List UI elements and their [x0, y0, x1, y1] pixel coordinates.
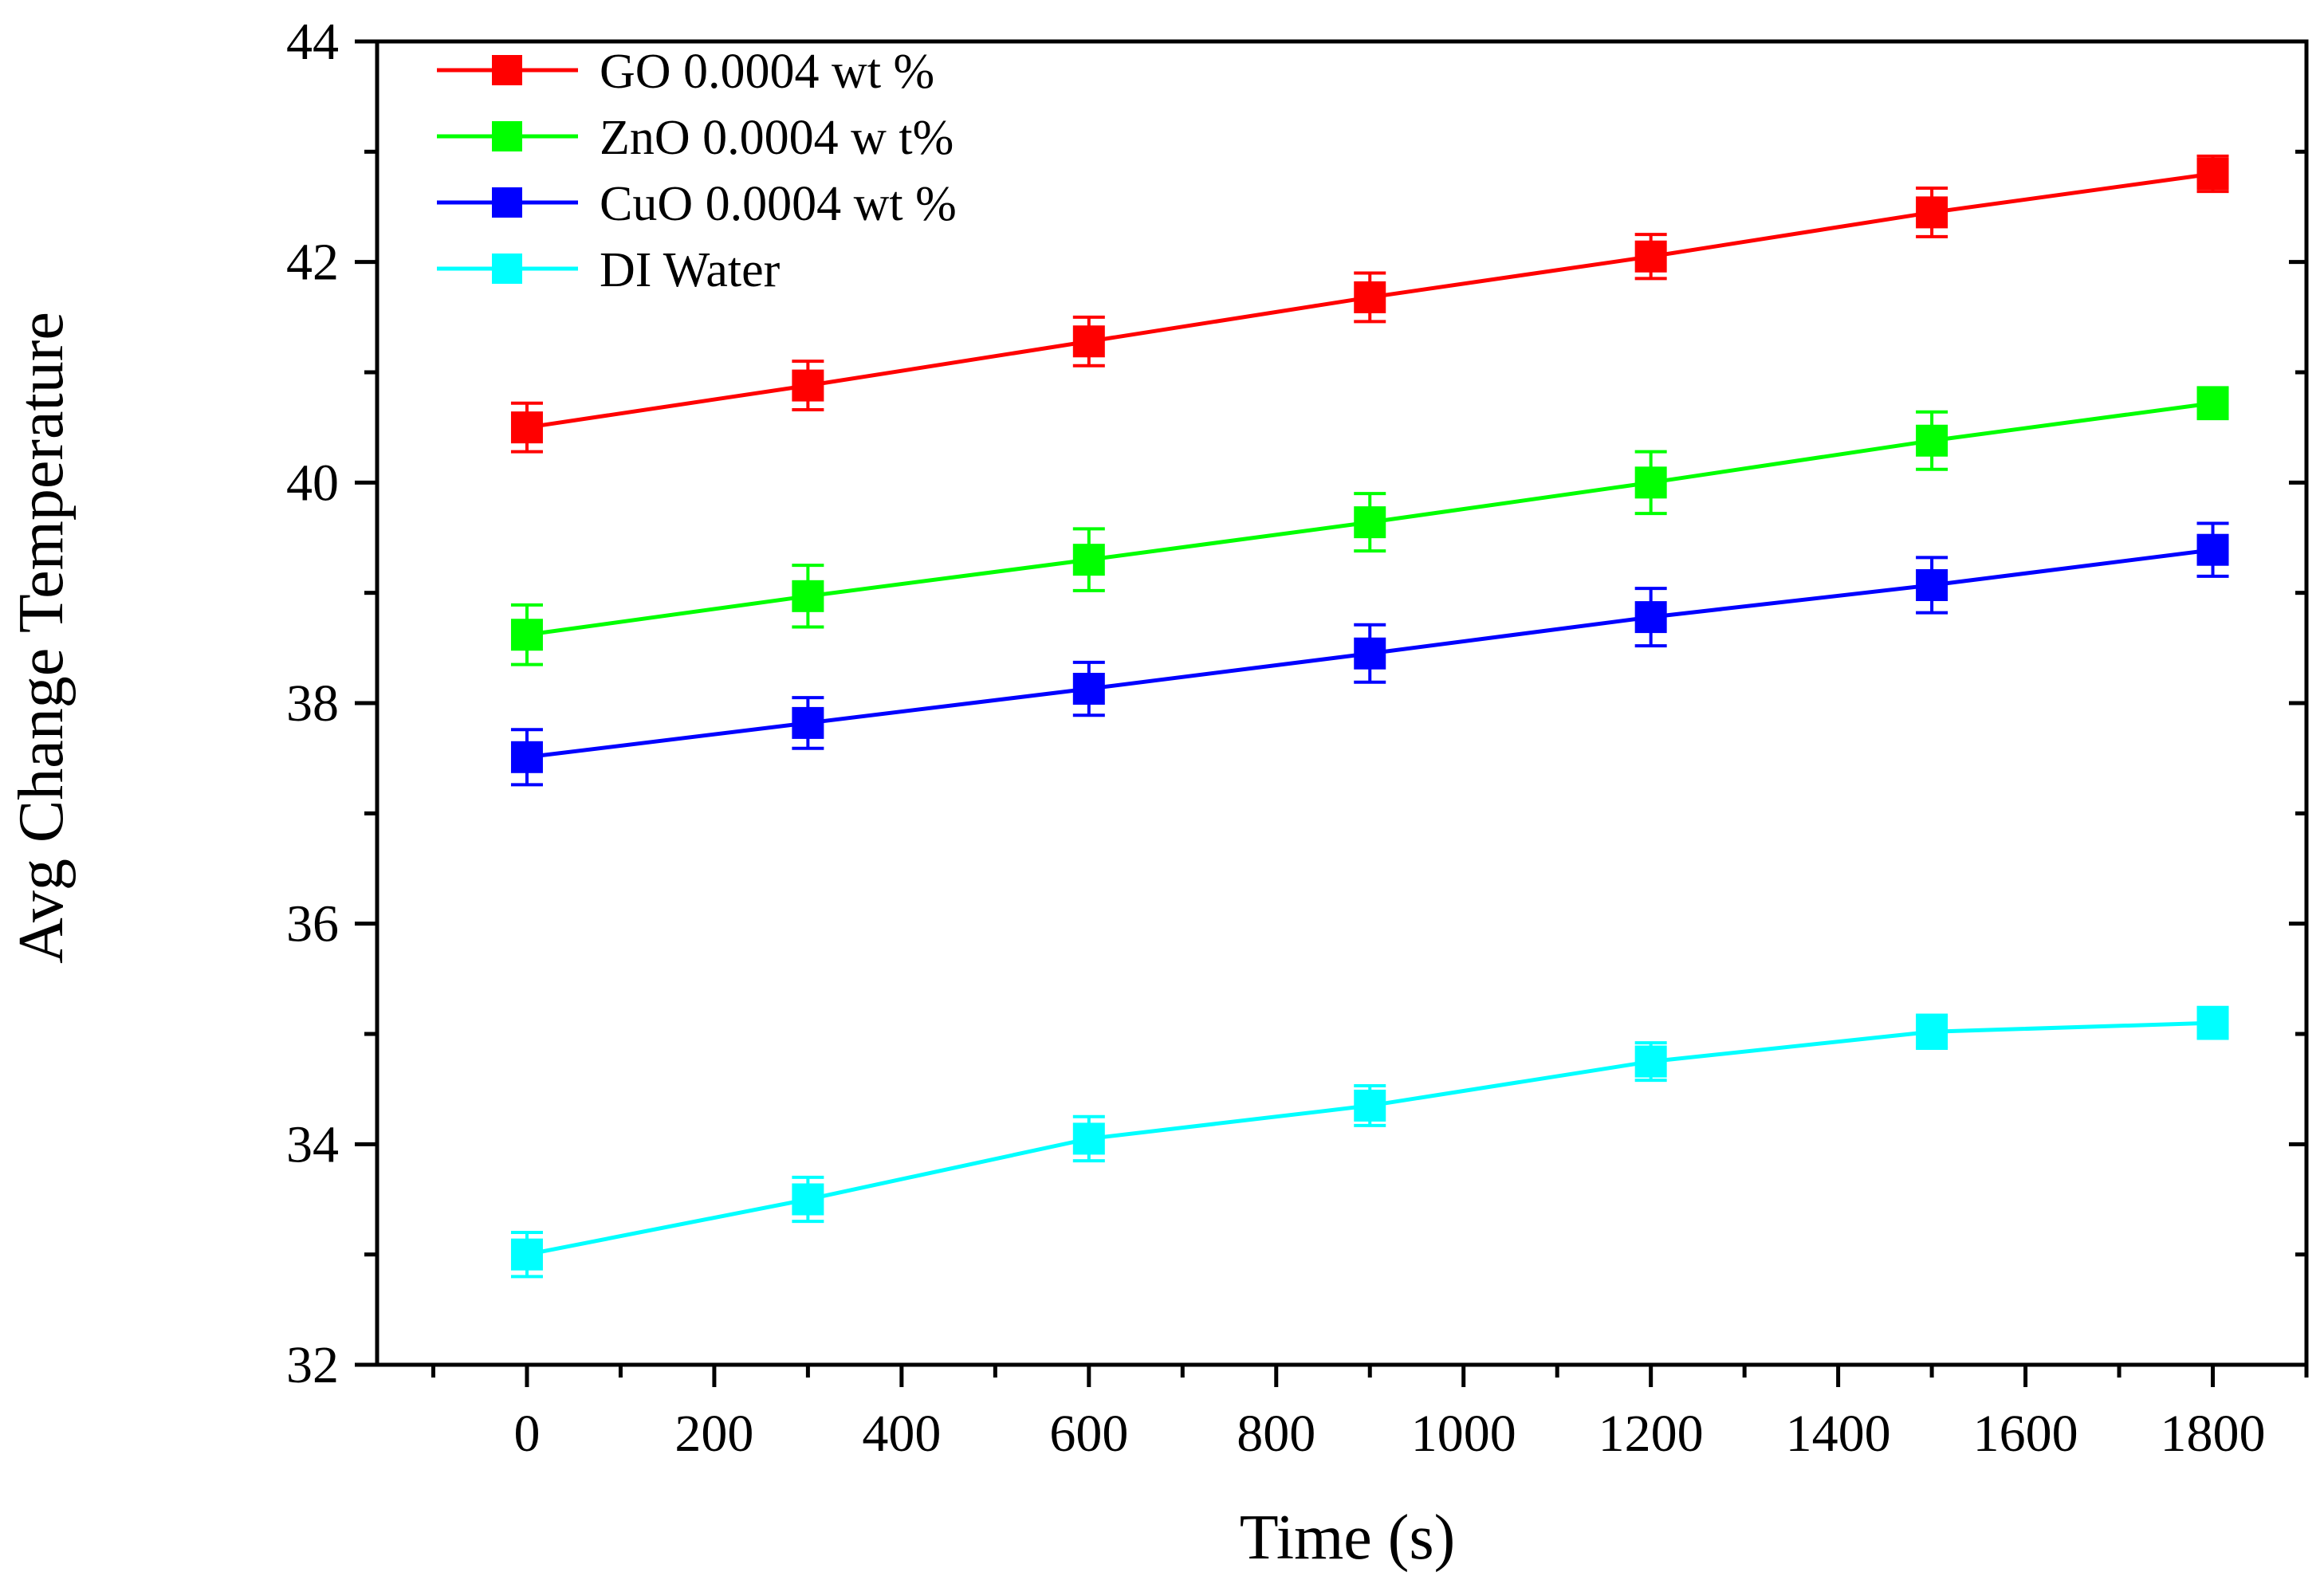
legend-label: GO 0.0004 wt % [600, 45, 934, 99]
data-point [792, 369, 824, 402]
legend-marker [492, 121, 522, 151]
legend-marker [492, 55, 522, 85]
y-tick-label: 36 [286, 895, 339, 953]
y-tick-label: 44 [286, 13, 339, 71]
data-point [1916, 568, 1948, 601]
data-point [2196, 1007, 2229, 1040]
legend-label: DI Water [600, 243, 781, 297]
x-tick-label: 1400 [1786, 1405, 1891, 1463]
legend-marker [492, 187, 522, 218]
data-point [792, 706, 824, 739]
legend-label: CuO 0.0004 wt % [600, 177, 957, 231]
legend-entry: CuO 0.0004 wt % [437, 177, 957, 231]
data-point [1634, 601, 1667, 634]
x-tick-label: 0 [513, 1405, 540, 1463]
legend-entry: DI Water [437, 243, 781, 297]
legend-label: ZnO 0.0004 w t% [600, 111, 954, 165]
data-point [510, 619, 543, 651]
x-tick-label: 1200 [1598, 1405, 1704, 1463]
data-point [2196, 158, 2229, 190]
legend: GO 0.0004 wt % ZnO 0.0004 w t% CuO 0.0004 … [437, 45, 957, 297]
data-point [1354, 637, 1386, 670]
data-point [1916, 1016, 1948, 1048]
data-point [510, 1238, 543, 1271]
x-axis-title: Time (s) [1240, 1503, 1455, 1573]
y-tick-label: 34 [286, 1115, 339, 1173]
x-tick-label: 200 [674, 1405, 753, 1463]
axes-group: 32 34 36 38 40 42 44 0 200 400 600 800 1000 1200 1400 1… [286, 13, 2309, 1463]
y-axis-title: Avg Change Temperature [6, 312, 77, 964]
y-tick-label: 42 [286, 234, 339, 292]
data-point [1072, 544, 1105, 576]
x-tick-label: 1000 [1411, 1405, 1516, 1463]
series-group [510, 154, 2229, 1279]
x-tick-label: 800 [1237, 1405, 1315, 1463]
y-tick-label: 38 [286, 674, 339, 733]
x-tick-label: 1800 [2161, 1405, 2266, 1463]
series-line [526, 1020, 2213, 1257]
data-point [1916, 196, 1948, 229]
x-tick-label: 1600 [1973, 1405, 2078, 1463]
legend-marker [492, 254, 522, 284]
series-1 [510, 154, 2229, 454]
data-point [1634, 466, 1667, 499]
data-point [1072, 325, 1105, 358]
y-tick-label: 32 [286, 1336, 339, 1394]
data-point [1354, 1089, 1386, 1122]
data-point [792, 580, 824, 612]
x-tick-label: 400 [862, 1405, 941, 1463]
data-point [1354, 506, 1386, 539]
data-point [2196, 533, 2229, 566]
data-point [1072, 1122, 1105, 1155]
series-2 [510, 386, 2229, 666]
data-point [1354, 281, 1386, 313]
series-4 [510, 1005, 2229, 1279]
y-tick-label: 40 [286, 454, 339, 512]
series-3 [510, 521, 2229, 787]
legend-entry: ZnO 0.0004 w t% [437, 111, 954, 165]
data-point [1634, 1045, 1667, 1078]
data-point [1072, 673, 1105, 705]
plot-frame [375, 39, 2309, 1367]
data-point [2196, 387, 2229, 419]
data-point [1634, 240, 1667, 273]
data-point [510, 741, 543, 773]
data-point [510, 411, 543, 444]
legend-entry: GO 0.0004 wt % [437, 45, 934, 99]
data-point [792, 1183, 824, 1216]
x-tick-label: 600 [1049, 1405, 1128, 1463]
data-point [1916, 424, 1948, 457]
